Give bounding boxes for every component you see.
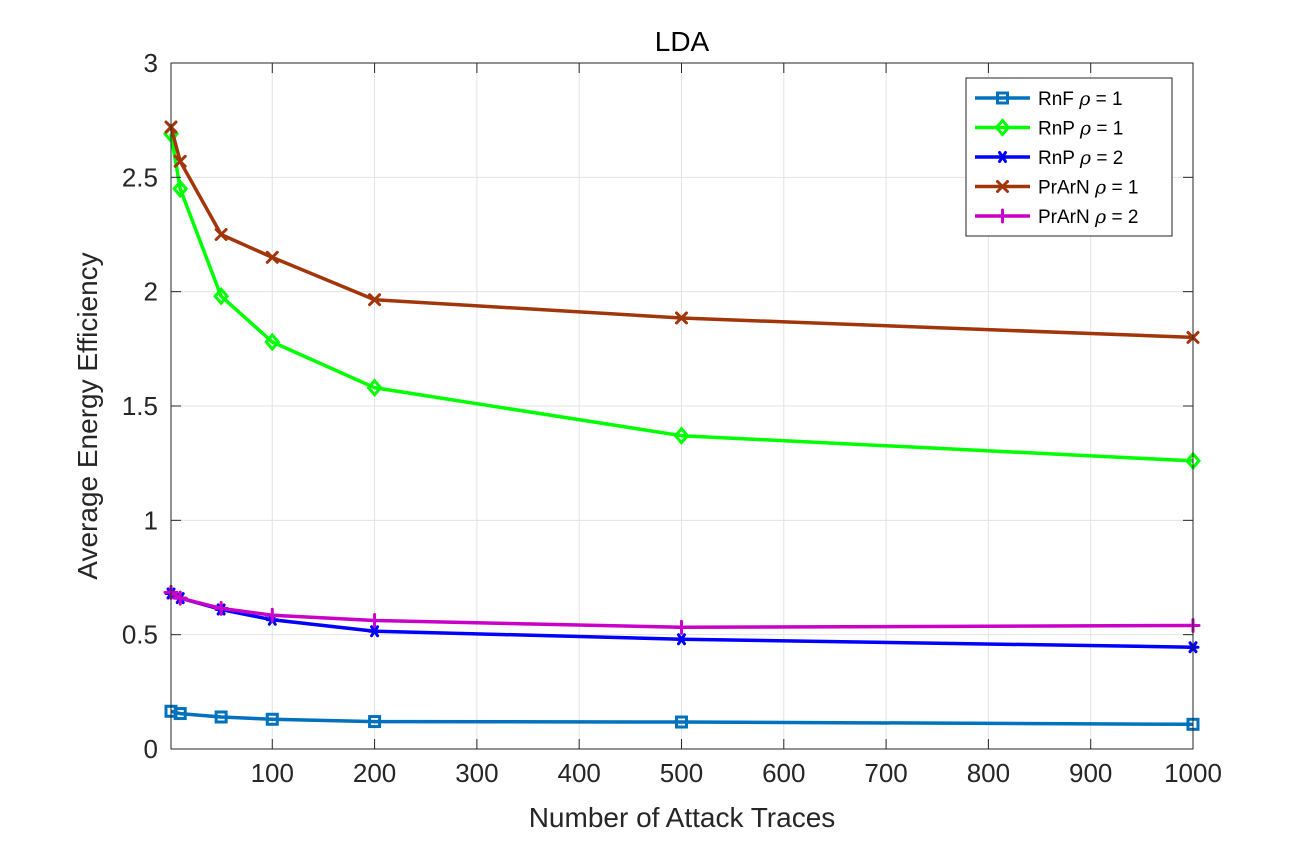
data-point [367, 612, 383, 628]
data-point [996, 180, 1009, 193]
data-point [173, 154, 187, 168]
data-point [214, 710, 228, 724]
series-0 [164, 704, 1200, 731]
x-tick-label: 600 [762, 758, 805, 788]
data-point [674, 715, 688, 729]
data-point [213, 286, 230, 306]
series-line [169, 133, 1194, 463]
data-point [995, 208, 1010, 224]
x-tick-label: 500 [660, 758, 703, 788]
legend-label: RnF ρ = 1 [1038, 88, 1123, 110]
legend-label: RnP ρ = 1 [1038, 118, 1123, 140]
data-point [214, 228, 228, 241]
data-point [265, 250, 279, 264]
y-tick-label: 0.5 [122, 620, 158, 650]
data-point [172, 179, 189, 199]
y-tick-label: 3 [144, 48, 158, 78]
data-point [264, 607, 280, 623]
y-tick-label: 0 [144, 734, 158, 764]
data-point [173, 707, 187, 721]
x-tick-label: 200 [353, 758, 396, 788]
legend-item: RnP ρ = 2 [975, 147, 1123, 169]
data-point [996, 151, 1009, 163]
x-tick-label: 1000 [1164, 758, 1222, 788]
data-point [265, 712, 279, 726]
tick-labels: 100 200 300 400 500 600 700 800 900 1000 0 0.5 1 1.5 2… [122, 48, 1222, 788]
y-tick-label: 2 [144, 277, 158, 307]
x-tick-label: 300 [455, 758, 498, 788]
data-point [674, 633, 688, 646]
y-axis-label: Average Energy Efficiency [72, 252, 103, 579]
legend-label: RnP ρ = 2 [1038, 147, 1123, 169]
series-layer [163, 120, 1201, 731]
data-point [996, 91, 1009, 105]
legend-item: RnF ρ = 1 [975, 88, 1123, 110]
data-point [368, 715, 382, 729]
series-line [170, 709, 1194, 727]
data-point [674, 311, 688, 325]
data-point [673, 426, 690, 446]
legend-item: PrArN ρ = 2 [975, 206, 1138, 228]
chart-title: LDA [655, 26, 710, 57]
x-tick-label: 800 [967, 758, 1010, 788]
data-point [213, 600, 229, 616]
data-point [368, 293, 382, 307]
data-point [673, 619, 689, 635]
data-point [172, 590, 188, 606]
x-axis-label: Number of Attack Traces [529, 802, 836, 833]
legend: RnF ρ = 1 RnP ρ = 1 RnP ρ = 2 PrArN ρ = 1 Pr… [965, 77, 1173, 237]
x-tick-label: 900 [1069, 758, 1112, 788]
legend-label: PrArN ρ = 1 [1038, 177, 1138, 199]
axis-ticks [171, 62, 1194, 750]
y-tick-label: 1.5 [122, 391, 158, 421]
y-tick-label: 1 [144, 505, 158, 535]
data-point [264, 332, 281, 352]
x-tick-label: 100 [251, 758, 294, 788]
legend-item: RnP ρ = 1 [975, 118, 1123, 140]
x-tick-label: 700 [864, 758, 907, 788]
x-tick-label: 400 [557, 758, 600, 788]
legend-item: PrArN ρ = 1 [975, 177, 1138, 199]
data-point [366, 378, 383, 398]
data-point [994, 118, 1011, 137]
legend-label: PrArN ρ = 2 [1038, 206, 1138, 228]
y-tick-label: 2.5 [122, 162, 158, 192]
data-point [368, 625, 382, 638]
